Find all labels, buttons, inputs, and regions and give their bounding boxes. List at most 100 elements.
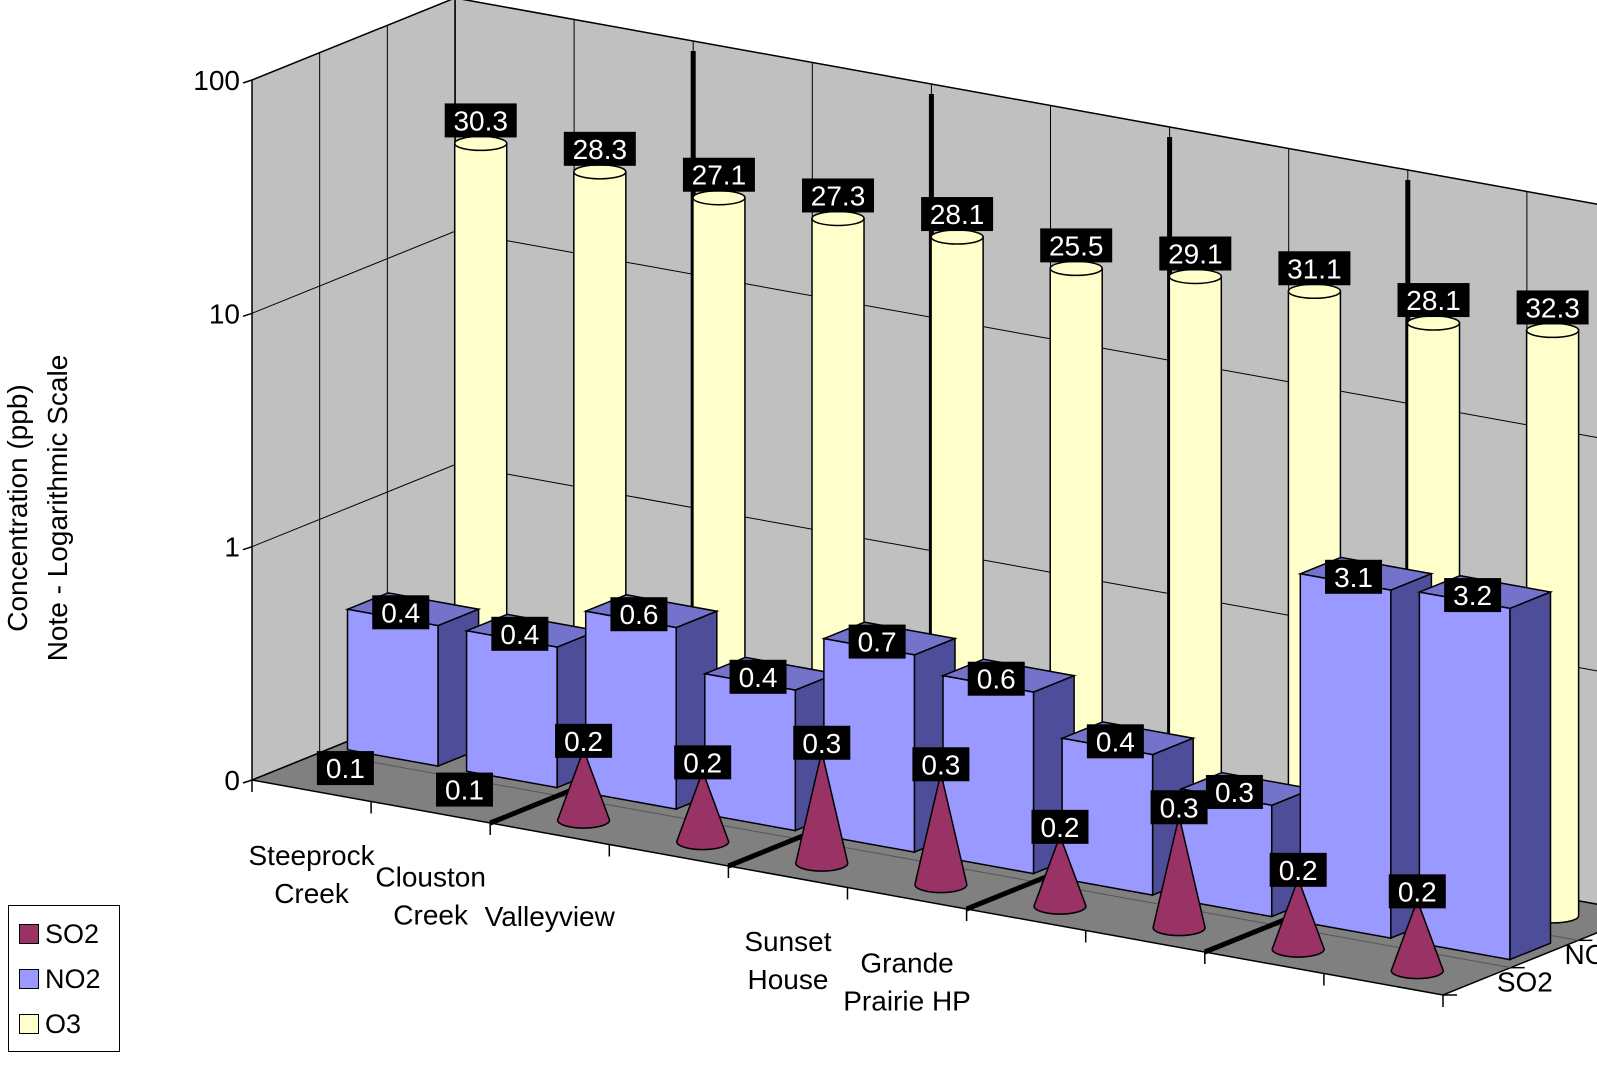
svg-text:0.4: 0.4 [381, 597, 420, 628]
svg-text:27.1: 27.1 [692, 160, 747, 191]
legend-item-no2: NO2 [19, 959, 101, 999]
y-tick-label: 1 [224, 532, 240, 563]
data-labels: 30.3 28.3 27.1 27.3 28.1 25.5 29.1 31.1 28.1 32.3… [316, 103, 1589, 909]
no2-data-label: 0.6 [610, 597, 668, 632]
svg-text:0.2: 0.2 [683, 747, 722, 778]
svg-text:0.1: 0.1 [326, 753, 365, 784]
so2-data-label: 0.2 [555, 723, 613, 758]
legend-item-so2: SO2 [19, 914, 99, 954]
o3-data-label: 28.3 [563, 131, 636, 166]
o3-data-label: 32.3 [1516, 290, 1589, 325]
svg-text:0.2: 0.2 [1398, 876, 1437, 907]
y-tick-label: 10 [209, 298, 240, 329]
category-label: Creek [393, 899, 469, 930]
so2-data-label: 0.2 [674, 745, 732, 780]
svg-text:0.2: 0.2 [1041, 812, 1080, 843]
y-tick [242, 312, 253, 318]
depth-label-so2: SO2 [1497, 966, 1553, 997]
no2-data-label: 0.3 [1205, 774, 1263, 809]
so2-cone [1152, 816, 1206, 937]
legend-swatch-no2 [19, 969, 39, 989]
svg-text:0.4: 0.4 [739, 662, 778, 693]
svg-text:0.6: 0.6 [977, 664, 1016, 695]
so2-data-label: 0.3 [1150, 790, 1208, 825]
svg-text:28.3: 28.3 [573, 134, 628, 165]
svg-text:0.3: 0.3 [921, 749, 960, 780]
y-axis-title-line-1: Concentration (ppb) [2, 384, 33, 632]
no2-data-label: 0.7 [848, 624, 906, 659]
category-label: Sunset [744, 926, 831, 957]
category-label: Creek [274, 878, 350, 909]
so2-data-label: 0.3 [793, 725, 851, 760]
category-label: Steeprock [249, 840, 376, 871]
legend-label-no2: NO2 [45, 963, 101, 994]
svg-text:32.3: 32.3 [1525, 292, 1580, 323]
svg-text:0.3: 0.3 [1160, 792, 1199, 823]
y-tick [242, 79, 253, 84]
o3-data-label: 30.3 [444, 103, 517, 138]
category-label: House [747, 964, 828, 995]
y-tick-label: 0 [224, 765, 240, 796]
y-tick [242, 545, 253, 551]
category-label: Prairie HP [843, 985, 971, 1016]
svg-text:0.3: 0.3 [802, 728, 841, 759]
svg-text:0.4: 0.4 [500, 619, 539, 650]
so2-cone [556, 747, 611, 829]
no2-data-label: 0.4 [1086, 724, 1144, 759]
legend-swatch-so2 [19, 924, 39, 944]
category-label: Valleyview [485, 901, 616, 932]
svg-text:0.2: 0.2 [1279, 855, 1318, 886]
svg-text:0.6: 0.6 [619, 599, 658, 630]
svg-text:0.1: 0.1 [445, 775, 484, 806]
legend-label-o3: O3 [45, 1008, 82, 1039]
so2-data-label: 0.3 [912, 747, 970, 782]
category-label: Grande [860, 947, 953, 978]
no2-data-label: 0.4 [729, 659, 787, 694]
category-label: Clouston [375, 861, 486, 892]
legend: SO2 NO2 O3 [8, 905, 120, 1052]
legend-item-o3: O3 [19, 1004, 81, 1044]
no2-data-label: 3.2 [1444, 578, 1502, 613]
no2-data-label: 0.6 [967, 661, 1025, 696]
svg-text:29.1: 29.1 [1168, 239, 1223, 270]
so2-data-label: 0.2 [1031, 809, 1089, 844]
o3-data-label: 28.1 [1397, 283, 1470, 318]
o3-data-label: 28.1 [921, 197, 994, 232]
so2-cone [1390, 898, 1445, 980]
svg-text:27.3: 27.3 [811, 180, 866, 211]
no2-data-label: 0.4 [372, 595, 430, 630]
so2-cone [1033, 833, 1087, 915]
o3-data-label: 27.1 [682, 157, 755, 192]
no2-bar [1416, 574, 1554, 961]
o3-data-label: 29.1 [1159, 236, 1232, 271]
svg-text:0.7: 0.7 [858, 627, 897, 658]
depth-label-no2: NO2 [1565, 939, 1597, 970]
so2-cone [675, 769, 730, 851]
o3-data-label: 27.3 [802, 178, 875, 213]
so2-cone [914, 773, 968, 894]
o3-data-label: 25.5 [1040, 228, 1113, 263]
svg-text:3.2: 3.2 [1453, 580, 1492, 611]
svg-text:0.4: 0.4 [1096, 726, 1135, 757]
no2-data-label: 3.1 [1325, 559, 1383, 594]
legend-label-so2: SO2 [45, 918, 100, 949]
svg-text:31.1: 31.1 [1287, 253, 1342, 284]
y-tick [242, 779, 253, 784]
so2-data-label: 0.2 [1269, 852, 1327, 887]
svg-text:25.5: 25.5 [1049, 230, 1104, 261]
so2-data-label: 0.1 [435, 772, 493, 807]
legend-swatch-o3 [19, 1014, 39, 1034]
y-axis-title-line-2: Note - Logarithmic Scale [42, 354, 73, 662]
so2-cone [1271, 876, 1325, 958]
so2-data-label: 0.1 [316, 751, 374, 786]
svg-text:30.3: 30.3 [453, 105, 508, 136]
svg-text:0.2: 0.2 [564, 726, 603, 757]
svg-text:28.1: 28.1 [930, 199, 985, 230]
svg-text:28.1: 28.1 [1406, 285, 1461, 316]
svg-text:3.1: 3.1 [1334, 562, 1373, 593]
o3-data-label: 31.1 [1278, 251, 1351, 286]
so2-data-label: 0.2 [1388, 874, 1446, 909]
no2-data-label: 0.4 [491, 616, 549, 651]
